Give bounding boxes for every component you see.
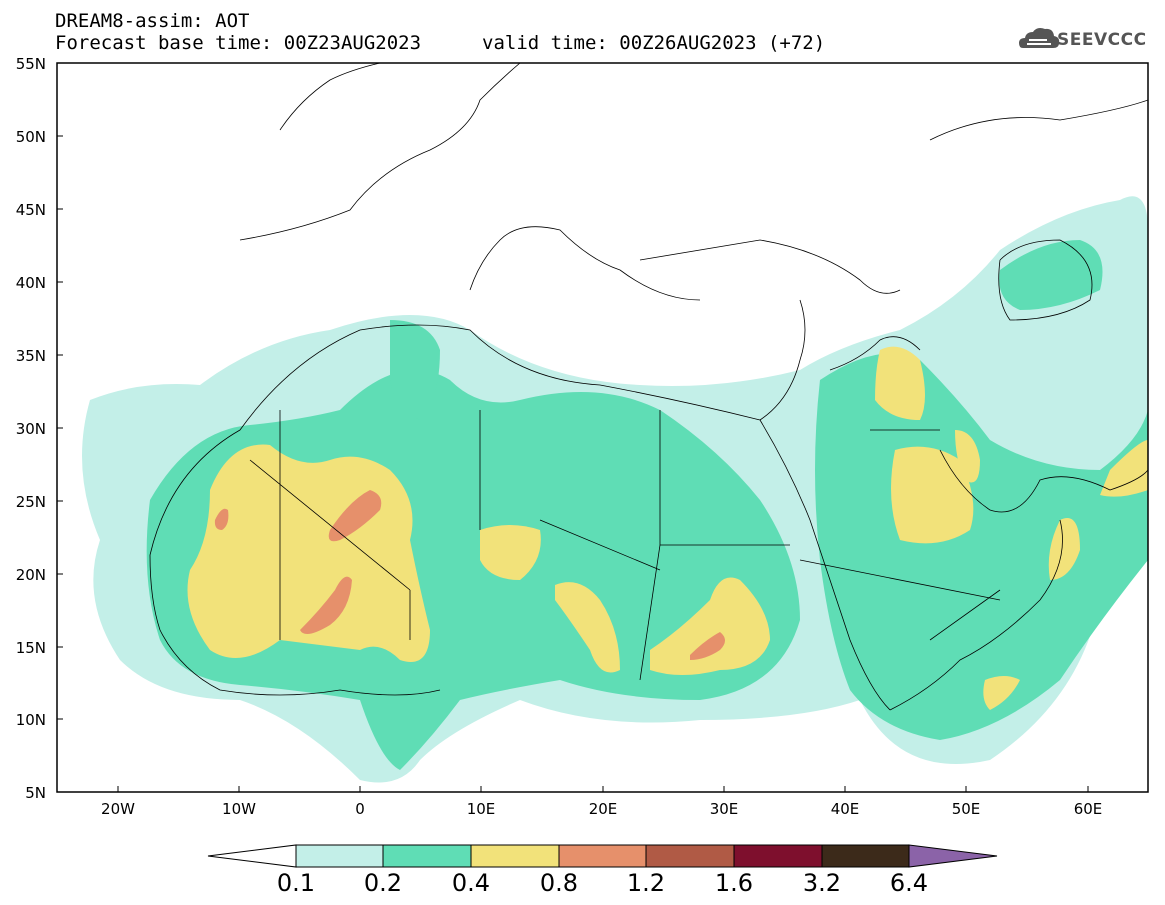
lat-tick-label: 40N (15, 274, 46, 292)
lon-tick-label: 60E (1073, 800, 1103, 818)
colorbar-max-extend (908, 844, 998, 868)
aot-field-0.8 (214, 490, 725, 660)
colorbar-bin (821, 844, 910, 868)
colorbar-bin (645, 844, 735, 868)
lon-tick-label: 40E (830, 800, 860, 818)
colorbar-label: 0.4 (451, 869, 491, 897)
map-title: DREAM8-assim: AOT (55, 10, 250, 32)
colorbar-label: 3.2 (802, 869, 842, 897)
lat-tick-label: 55N (15, 55, 46, 73)
lat-tick-label: 50N (15, 128, 46, 146)
lon-tick-label: 10E (466, 800, 496, 818)
lat-tick-label: 30N (15, 420, 46, 438)
colorbar (207, 844, 998, 868)
colorbar-bin (295, 844, 384, 868)
lon-tick-label: 50E (951, 800, 981, 818)
lat-tick-label: 35N (15, 347, 46, 365)
colorbar-bin (558, 844, 647, 868)
lon-tick-label: 10W (222, 800, 256, 818)
colorbar-bin (470, 844, 560, 868)
colorbar-label: 0.2 (363, 869, 403, 897)
lat-tick-label: 10N (15, 711, 46, 729)
colorbar-label: 1.2 (626, 869, 666, 897)
colorbar-bin (382, 844, 472, 868)
colorbar-label: 0.1 (276, 869, 316, 897)
cloud-logo-icon (1019, 28, 1060, 48)
logo-text: SEEVCCC (1057, 30, 1147, 50)
lon-tick-label: 20W (101, 800, 135, 818)
lon-tick-label: 20E (588, 800, 618, 818)
colorbar-label: 0.8 (539, 869, 579, 897)
lat-tick-label: 20N (15, 566, 46, 584)
lat-tick-label: 45N (15, 201, 46, 219)
coastlines (149, 63, 1148, 711)
lon-tick-label: 0 (355, 800, 365, 818)
colorbar-min-extend (207, 844, 297, 868)
colorbar-bin (733, 844, 823, 868)
valid-time-label: valid time: 00Z26AUG2023 (+72) (482, 32, 826, 54)
lat-tick-label: 5N (25, 784, 46, 802)
base-time-label: Forecast base time: 00Z23AUG2023 (55, 32, 422, 54)
lat-tick-label: 25N (15, 493, 46, 511)
colorbar-label: 6.4 (889, 869, 929, 897)
axis-ticks (57, 62, 1089, 792)
lon-tick-label: 30E (709, 800, 739, 818)
colorbar-label: 1.6 (714, 869, 754, 897)
lat-tick-label: 15N (15, 639, 46, 657)
